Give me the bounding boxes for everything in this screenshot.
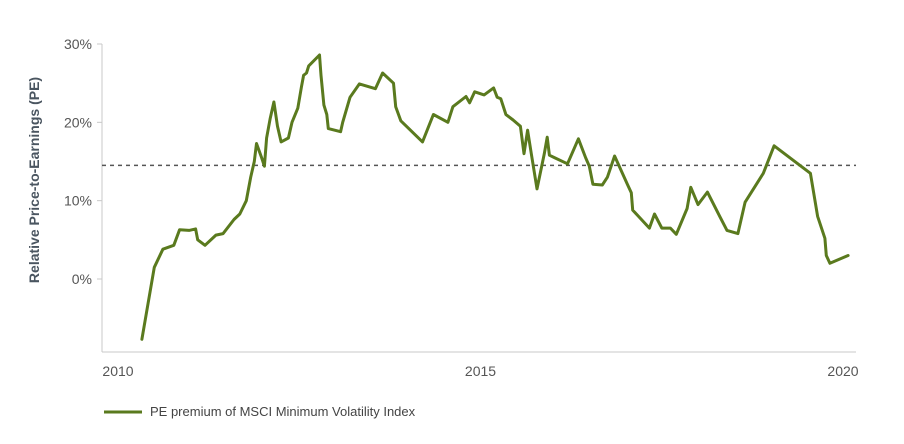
y-tick-label: 0% bbox=[72, 271, 92, 287]
y-axis: 30% 20% 10% 0% bbox=[64, 36, 103, 352]
x-tick-label: 2020 bbox=[827, 363, 858, 379]
legend-label: PE premium of MSCI Minimum Volatility In… bbox=[150, 404, 416, 419]
x-tick-label: 2015 bbox=[465, 363, 496, 379]
series-line-0 bbox=[140, 53, 850, 341]
y-axis-label: Relative Price-to-Earnings (PE) bbox=[26, 77, 42, 283]
x-axis: 2010 2015 2020 bbox=[102, 351, 859, 379]
legend: PE premium of MSCI Minimum Volatility In… bbox=[104, 404, 416, 419]
y-tick-label: 10% bbox=[64, 193, 92, 209]
series-group bbox=[140, 53, 850, 341]
y-tick-label: 20% bbox=[64, 114, 92, 130]
y-tick-label: 30% bbox=[64, 36, 92, 52]
x-tick-label: 2010 bbox=[102, 363, 133, 379]
